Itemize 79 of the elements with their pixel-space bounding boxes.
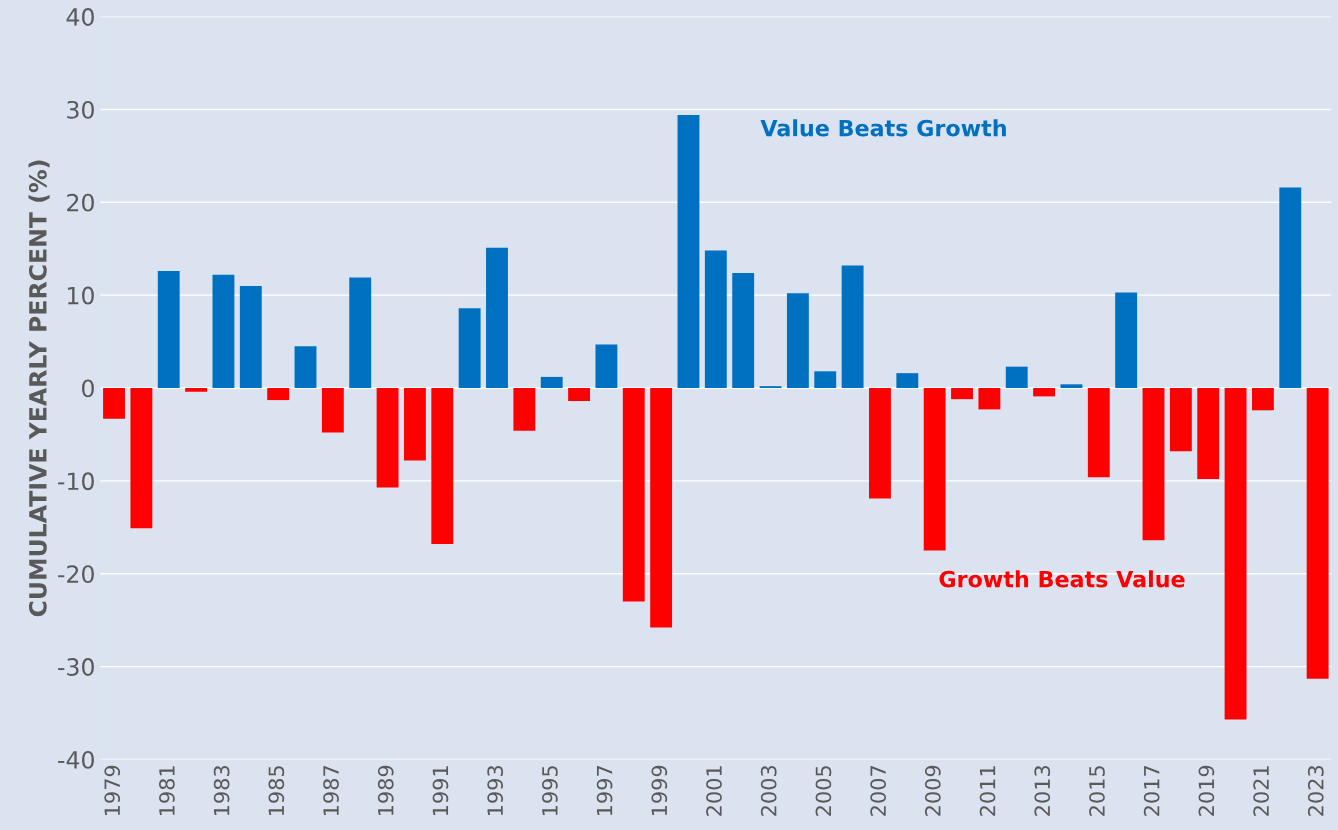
bar (1279, 187, 1302, 389)
y-tick-label: 30 (67, 100, 94, 119)
bar (1251, 388, 1274, 411)
bar (1005, 366, 1028, 389)
y-tick-label: -10 (58, 472, 94, 491)
x-tick-label: 2011 (979, 766, 996, 816)
bar (294, 346, 317, 389)
bar (458, 308, 481, 389)
bar (1306, 388, 1329, 679)
bar (923, 388, 946, 551)
bar (157, 271, 180, 389)
x-tick-label: 2021 (1253, 766, 1269, 816)
bar (431, 388, 454, 545)
bar (212, 274, 235, 389)
bar (951, 388, 973, 400)
x-tick-label: 1983 (213, 765, 230, 816)
x-tick-label: 2009 (924, 765, 941, 816)
bar (732, 272, 755, 389)
x-tick-label: 2007 (870, 766, 886, 816)
bar (103, 388, 125, 419)
annotation: Growth Beats Value (939, 570, 1185, 588)
x-tick-label: 2013 (1034, 765, 1051, 816)
x-tick-label: 1979 (104, 765, 121, 816)
bar (1115, 292, 1138, 389)
bar (376, 388, 399, 488)
x-tick-label: 2005 (815, 766, 832, 816)
y-tick-label: -30 (58, 658, 94, 676)
bar (814, 371, 837, 389)
bar (1197, 388, 1220, 480)
x-tick-label: 2003 (760, 765, 777, 816)
bar (130, 388, 153, 529)
x-tick-label: 2019 (1198, 765, 1215, 816)
x-tick-label: 2001 (706, 766, 722, 816)
y-tick-label: 0 (82, 379, 94, 398)
bar (239, 285, 262, 389)
bar (349, 277, 372, 389)
bar (1087, 388, 1110, 478)
bar (540, 376, 563, 389)
x-tick-label: 1991 (432, 766, 449, 816)
bar (1169, 388, 1192, 452)
bar (1033, 388, 1056, 397)
x-tick-label: 1987 (323, 766, 339, 816)
x-tick-label: 1997 (596, 766, 613, 816)
y-tick-label: 40 (66, 8, 94, 26)
bar (622, 388, 645, 602)
bar (185, 388, 208, 392)
x-tick-label: 1985 (268, 766, 285, 816)
y-tick-label: 20 (67, 193, 94, 212)
y-axis-title: CUMULATIVE YEARLY PERCENT (%) (28, 160, 50, 617)
bar (513, 388, 536, 431)
bar (321, 388, 344, 433)
bar (486, 247, 508, 389)
bar (403, 388, 426, 461)
bar (595, 344, 618, 389)
x-tick-label: 2017 (1143, 766, 1160, 816)
bar (841, 265, 864, 389)
bar (568, 388, 590, 402)
y-tick-label: 10 (68, 286, 94, 305)
bar (704, 250, 727, 389)
bar (896, 373, 919, 389)
x-tick-label: 1999 (651, 765, 668, 816)
annotation: Value Beats Growth (760, 119, 1006, 137)
bar (978, 388, 1001, 410)
bar (677, 115, 700, 389)
bar (1060, 384, 1083, 389)
x-tick-label: 1989 (377, 765, 394, 816)
bar (650, 388, 673, 628)
y-tick-label: -20 (58, 565, 94, 584)
bar (786, 293, 809, 389)
y-tick-label: -40 (58, 750, 94, 769)
x-tick-label: 1981 (159, 766, 175, 816)
x-tick-label: 2023 (1307, 765, 1324, 816)
x-tick-label: 1993 (487, 765, 504, 816)
bar (869, 388, 891, 499)
x-tick-label: 1995 (541, 766, 558, 816)
bar (1224, 388, 1247, 720)
bar (267, 388, 290, 401)
x-tick-label: 2015 (1089, 766, 1105, 816)
bar (1142, 388, 1165, 541)
